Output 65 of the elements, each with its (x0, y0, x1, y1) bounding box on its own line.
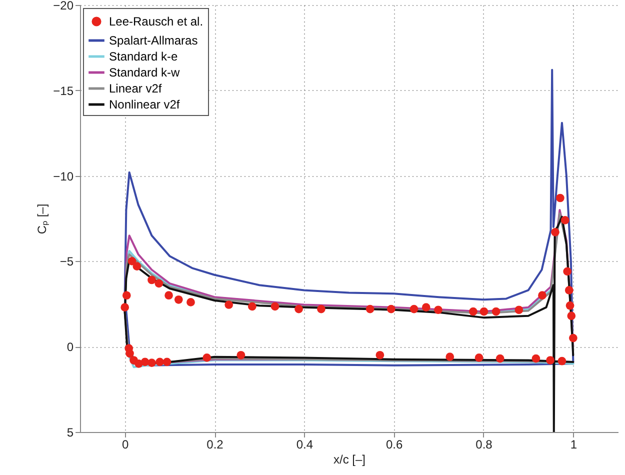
point (410, 304, 418, 314)
point (270, 302, 280, 311)
point (236, 350, 246, 360)
point (162, 358, 172, 366)
point (532, 354, 540, 363)
legend-label: Linear v2f (109, 82, 162, 96)
point (564, 286, 574, 294)
point (560, 216, 570, 224)
point (546, 356, 554, 364)
point (422, 303, 430, 312)
legend-label: Standard k-e (109, 50, 178, 64)
y-tick-label: −10 (53, 169, 74, 184)
x-tick-label: 0.6 (386, 438, 403, 452)
point (248, 302, 256, 311)
point (563, 267, 572, 276)
point (174, 295, 183, 304)
legend-label: Lee-Rausch et al. (109, 14, 204, 28)
point (492, 307, 500, 316)
y-axis-title: Cₚ [–] (35, 204, 50, 234)
point (366, 304, 374, 314)
point (469, 307, 478, 316)
point (556, 194, 564, 202)
point (154, 279, 164, 288)
x-tick-label: 0.8 (476, 438, 493, 452)
legend-label: Spalart-Allmaras (109, 34, 198, 48)
y-tick-label: 0 (66, 340, 74, 354)
point (186, 298, 195, 306)
point (126, 349, 134, 358)
x-tick-label: 0 (122, 438, 129, 452)
point (164, 291, 173, 300)
y-tick-label: −20 (53, 0, 74, 12)
legend-label: Nonlinear v2f (109, 98, 180, 112)
point (480, 307, 488, 316)
point (538, 291, 546, 300)
point (558, 356, 566, 366)
point (148, 358, 156, 367)
point (132, 262, 142, 270)
y-tick-label: −5 (60, 254, 74, 269)
point (434, 306, 442, 314)
x-tick-label: 0.2 (206, 438, 224, 452)
x-tick-label: 1 (570, 438, 578, 452)
point (568, 334, 578, 342)
point (551, 228, 560, 236)
y-tick-label: −15 (53, 84, 74, 98)
point (294, 304, 303, 314)
point (514, 306, 524, 314)
point (156, 358, 164, 366)
point (496, 354, 504, 363)
x-axis-title: x/c [–] (333, 452, 366, 466)
x-tick-label: 0.4 (296, 438, 314, 452)
point (446, 352, 454, 362)
point (122, 291, 131, 300)
point (376, 350, 384, 360)
point (386, 304, 396, 314)
legend-label: Standard k-w (109, 66, 180, 80)
y-tick-label: 5 (66, 426, 74, 440)
point (224, 300, 234, 309)
point (566, 301, 574, 310)
point (317, 304, 326, 314)
point (202, 354, 212, 362)
point (567, 312, 576, 320)
point (148, 276, 156, 284)
point (128, 257, 136, 266)
point (474, 354, 484, 362)
point (120, 303, 130, 312)
